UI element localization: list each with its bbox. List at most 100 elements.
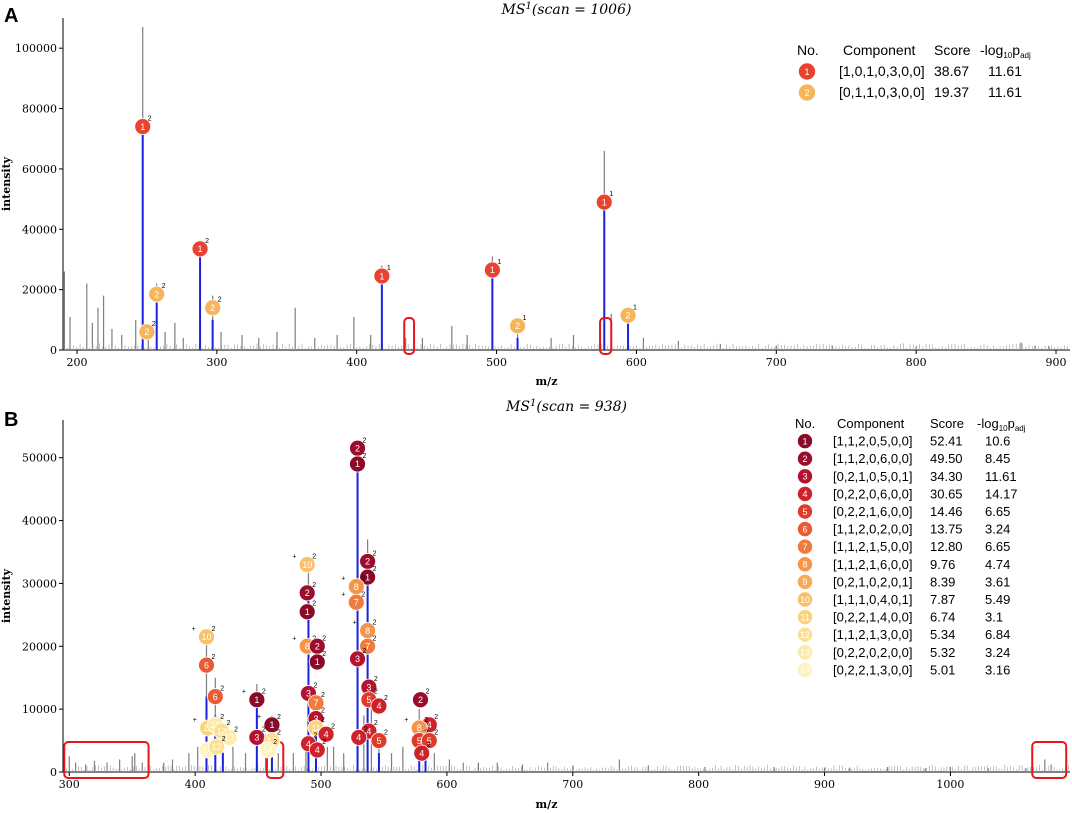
peak-charge-label: 2: [222, 736, 226, 743]
legend-component: [0,2,1,0,5,0,1]: [833, 469, 913, 484]
peak-marker-label: 6: [204, 660, 209, 670]
peak-charge-label: 2: [148, 116, 152, 123]
peak-charge-label: 2: [277, 714, 281, 721]
peak-marker-label: 2: [626, 310, 631, 320]
peak-charge-label: 2: [312, 582, 316, 589]
legend-header-score: Score: [930, 416, 964, 431]
chart-title-superscript: 1: [530, 398, 536, 409]
peak-marker: [220, 729, 238, 746]
peak-charge-label: 2: [373, 635, 377, 642]
legend-marker: [797, 644, 813, 661]
peak-plus-label: +: [404, 717, 408, 724]
chart-title-main: MS: [501, 2, 526, 18]
legend-score: 13.75: [930, 522, 963, 537]
peak-charge-label: 2: [220, 686, 224, 693]
x-tick-label: 900: [1046, 356, 1067, 369]
peak-marker-label: 12: [217, 726, 227, 736]
peak-plus-label: +: [292, 635, 296, 642]
peak-charge-label: 2: [363, 437, 367, 444]
legend-marker-label: 1: [804, 67, 809, 77]
legend-marker-label: 10: [800, 595, 810, 605]
legend-header-logp-adj: adj: [1020, 51, 1031, 60]
peak-marker: [138, 323, 156, 341]
peak-marker: [259, 741, 277, 759]
legend-logp: 5.49: [985, 592, 1010, 607]
legend-header-score: Score: [934, 42, 971, 58]
peak-charge-label: 2: [211, 654, 215, 661]
peak-marker: [413, 744, 431, 762]
peak-charge-label: 2: [373, 550, 377, 557]
x-tick-label: 400: [185, 778, 206, 791]
legend-component: [0,2,2,0,2,0,0]: [833, 645, 913, 660]
peak-marker-label: 12: [267, 736, 277, 746]
x-tick-label: 400: [346, 356, 367, 369]
peak-marker: [191, 240, 209, 258]
x-tick-label: 600: [626, 356, 647, 369]
peak-marker-label: 3: [355, 654, 360, 664]
legend-marker-label: 1: [802, 436, 807, 446]
legend-logp: 3.24: [985, 645, 1010, 660]
peak-marker-label: 1: [379, 271, 384, 281]
peak-marker: [370, 697, 388, 715]
y-tick-label: 80000: [22, 103, 57, 116]
peak-marker: [248, 691, 266, 709]
legend-component: [1,1,2,0,5,0,0]: [833, 434, 913, 449]
peak-charge-label: 1: [387, 265, 391, 272]
x-axis-label: m/z: [536, 798, 558, 811]
peak-charge-label: 1: [609, 191, 613, 198]
peak-charge-label: 2: [434, 714, 438, 721]
y-tick-label: 20000: [22, 284, 57, 297]
peak-marker: [347, 593, 365, 611]
legend-marker-label: 2: [804, 88, 809, 98]
peak-marker: [420, 732, 438, 749]
panel-a: A MS1(scan = 1006)200 300 400 500 600 700 800 90…: [0, 1, 1070, 388]
peak-marker-label: 4: [366, 726, 371, 736]
legend-component: [0,2,2,1,3,0,0]: [833, 662, 913, 677]
x-tick-label: 900: [814, 778, 835, 791]
legend-header-logp-log: -log: [977, 416, 999, 431]
y-axis-label: intensity: [0, 568, 13, 623]
highlight-box: [63, 741, 150, 779]
y-tick-label: 50000: [22, 452, 57, 465]
peak-charge-label: 2: [374, 720, 378, 727]
legend-component: [1,0,1,0,3,0,0]: [839, 63, 925, 79]
legend-marker-label: 8: [802, 560, 807, 570]
legend-marker: [798, 83, 816, 102]
peak-marker: [359, 637, 377, 655]
peak-plus-label: +: [242, 689, 246, 696]
peak-marker-label: 1: [365, 572, 370, 582]
peak-marker-label: 4: [315, 745, 320, 755]
peak-marker-label: 2: [365, 557, 370, 567]
x-tick-label: 500: [311, 778, 332, 791]
peak-marker: [317, 725, 335, 743]
y-tick-label: 40000: [22, 515, 57, 528]
peak-marker: [595, 193, 613, 211]
legend-marker: [797, 468, 813, 485]
peak-marker: [298, 556, 316, 573]
peak-charge-label: 2: [364, 726, 368, 733]
legend-logp: 6.65: [985, 539, 1010, 554]
peak-marker: [483, 261, 501, 279]
peak-marker-label: 8: [365, 626, 370, 636]
peak-charge-label: 1: [523, 315, 527, 322]
peak-charge-label: 2: [363, 453, 367, 460]
legend-marker-label: 2: [802, 454, 807, 464]
peak-charge-label: 2: [273, 739, 277, 746]
peak-charge-label: 2: [373, 620, 377, 627]
peak-marker: [134, 118, 152, 136]
legend-marker: [797, 503, 813, 520]
y-tick-label: 30000: [22, 577, 57, 590]
legend-score: 52.41: [930, 434, 963, 449]
legend-marker: [797, 591, 813, 608]
peak-charge-label: 2: [374, 676, 378, 683]
peak-marker: [509, 317, 526, 335]
peak-charge-label: 2: [227, 720, 231, 727]
peak-charge-label: 2: [220, 714, 224, 721]
legend-score: 38.67: [934, 63, 969, 79]
x-tick-label: 800: [688, 778, 709, 791]
peak-charge-label: 2: [331, 723, 335, 730]
legend-header-no: No.: [797, 42, 819, 58]
peak-marker: [349, 650, 366, 668]
peak-plus-label: +: [193, 717, 197, 724]
